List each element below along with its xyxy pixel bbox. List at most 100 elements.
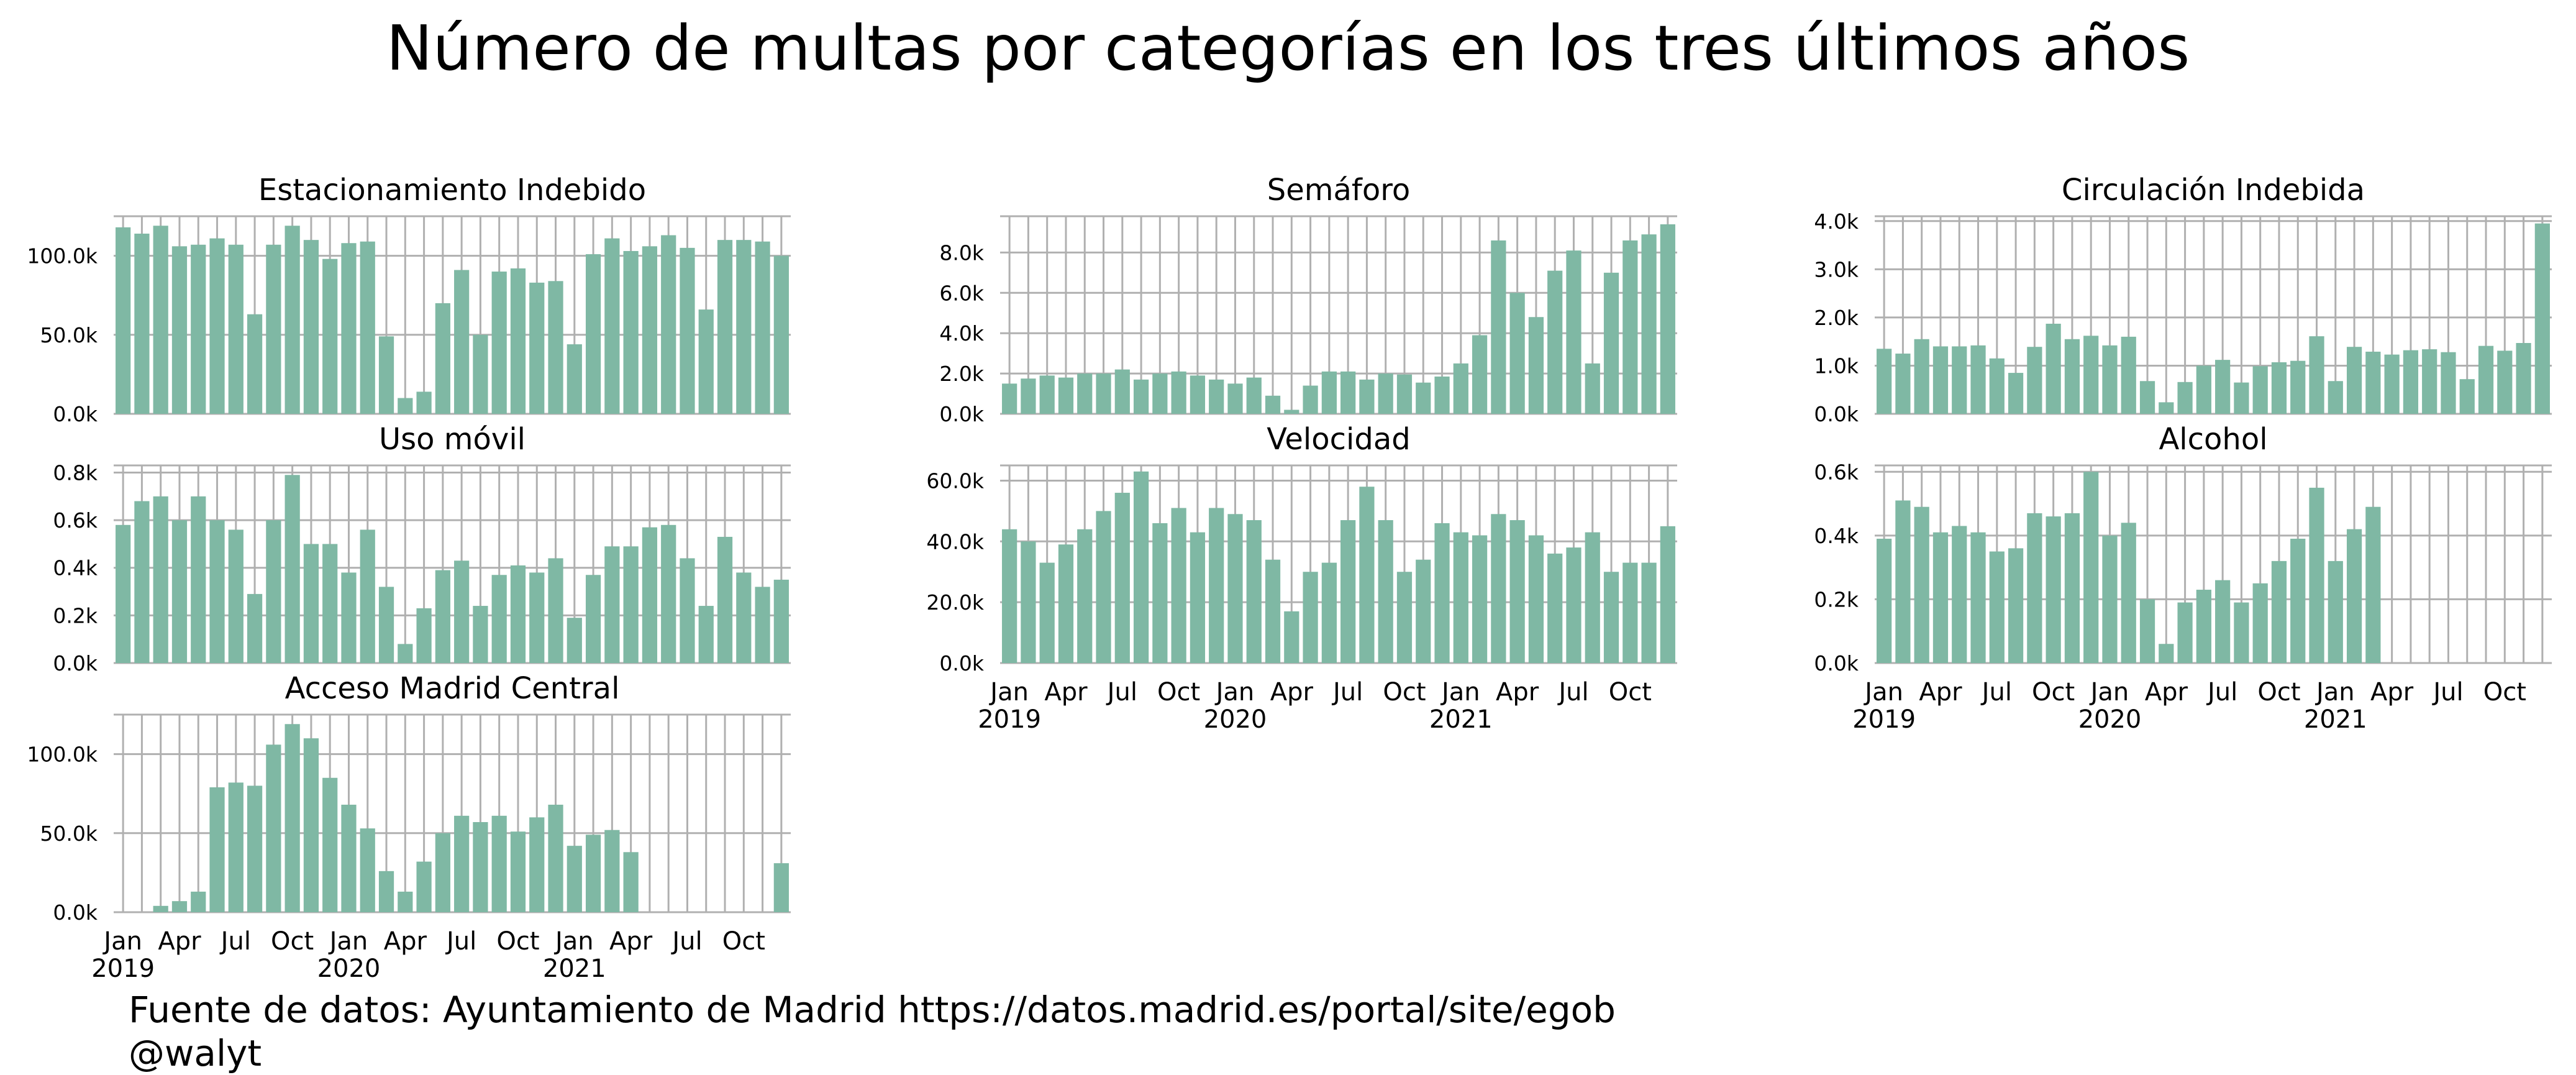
- semaforo-bar: [1227, 383, 1243, 414]
- velocidad-ytick-label: 0.0k: [939, 651, 984, 675]
- footer: Fuente de datos: Ayuntamiento de Madrid …: [129, 988, 1616, 1075]
- semaforo-bar: [1058, 377, 1074, 414]
- velocidad-xtick-label: Jan: [1214, 678, 1255, 707]
- acceso-madrid-central-xtick-label: Jan: [102, 927, 142, 956]
- velocidad-bar: [1039, 562, 1055, 663]
- semaforo-bar: [1434, 376, 1450, 414]
- semaforo-bar: [1340, 371, 1356, 414]
- alcohol-bar: [1932, 532, 1949, 663]
- estacionamiento-indebido-bar: [247, 314, 263, 414]
- estacionamiento-indebido-bar: [717, 240, 733, 414]
- uso-movil-bar: [755, 587, 770, 663]
- estacionamiento-indebido-bar: [266, 244, 281, 414]
- uso-movil-bar: [623, 546, 639, 663]
- velocidad-xtick-label: Jul: [1331, 678, 1363, 707]
- alcohol-xtick-label: Oct: [2257, 678, 2300, 707]
- circulacion-indebida-bar: [2121, 336, 2136, 414]
- estacionamiento-indebido-bar: [585, 254, 601, 414]
- uso-movil-bar: [454, 560, 470, 663]
- semaforo-bar: [1378, 373, 1393, 414]
- semaforo-bar: [1077, 373, 1093, 414]
- alcohol-bar: [2215, 580, 2231, 663]
- velocidad-bar: [1002, 529, 1017, 663]
- velocidad-bar: [1058, 544, 1074, 663]
- semaforo-ytick-label: 0.0k: [939, 402, 984, 426]
- uso-movil-ytick-label: 0.0k: [53, 651, 98, 675]
- uso-movil-bar: [209, 520, 225, 663]
- semaforo-bar: [1265, 395, 1281, 414]
- semaforo-bar: [1472, 335, 1488, 414]
- alcohol-bar: [2139, 599, 2155, 663]
- circulacion-indebida-bar: [1989, 358, 2005, 414]
- alcohol-xtick-label: Jul: [2206, 678, 2237, 707]
- semaforo-bar: [1246, 377, 1262, 414]
- acceso-madrid-central-bar: [773, 863, 789, 912]
- estacionamiento-indebido-bar: [623, 250, 639, 414]
- alcohol-bar: [1877, 538, 1892, 663]
- circulacion-indebida-bar: [1970, 345, 1986, 414]
- circulacion-indebida-bar: [2328, 381, 2343, 414]
- alcohol-bar: [1989, 551, 2005, 663]
- alcohol-ytick-label: 0.2k: [1814, 587, 1859, 611]
- circulacion-indebida-bar: [2196, 365, 2211, 414]
- circulacion-indebida-ytick-label: 4.0k: [1814, 209, 1859, 234]
- acceso-madrid-central-bar: [585, 835, 601, 912]
- acceso-madrid-central-bar: [303, 738, 319, 912]
- estacionamiento-indebido-ytick-label: 0.0k: [53, 402, 98, 426]
- acceso-madrid-central-xtick-label: Jan: [553, 927, 594, 956]
- estacionamiento-indebido-bar: [116, 227, 131, 414]
- estacionamiento-indebido-bar: [228, 244, 243, 414]
- circulacion-indebida-bar: [2441, 352, 2456, 414]
- velocidad-bar: [1547, 553, 1563, 663]
- uso-movil-bar: [585, 575, 601, 663]
- velocidad-bar: [1190, 532, 1206, 663]
- velocidad-bar: [1340, 520, 1356, 663]
- circulacion-indebida-bar: [1914, 339, 1929, 414]
- alcohol-year-label: 2021: [2304, 705, 2367, 734]
- velocidad-xtick-label: Jul: [1106, 678, 1137, 707]
- circulacion-indebida-bar: [1895, 354, 1911, 414]
- circulacion-indebida-bar: [2478, 345, 2494, 414]
- estacionamiento-indebido-bar: [604, 238, 620, 414]
- velocidad-bar: [1585, 532, 1600, 663]
- uso-movil-bar: [341, 572, 357, 663]
- circulacion-indebida-bar: [2346, 347, 2362, 414]
- uso-movil-bar: [360, 529, 375, 663]
- acceso-madrid-central-bar: [228, 782, 243, 912]
- acceso-madrid-central-bar: [322, 777, 338, 912]
- semaforo-bar: [1453, 363, 1468, 414]
- alcohol-xtick-label: Jul: [2431, 678, 2463, 707]
- velocidad-bar: [1378, 520, 1393, 663]
- uso-movil-bar: [435, 570, 450, 663]
- alcohol-bar: [1952, 526, 1967, 663]
- acceso-madrid-central-bar: [378, 871, 394, 912]
- velocidad-bar: [1416, 559, 1431, 663]
- velocidad-bar: [1359, 487, 1375, 663]
- circulacion-indebida-bar: [2027, 347, 2042, 414]
- uso-movil-bar: [510, 565, 526, 663]
- alcohol-bar: [1895, 500, 1911, 663]
- semaforo-bar: [1002, 383, 1017, 414]
- alcohol-bar: [2102, 535, 2118, 663]
- uso-movil-bar: [736, 572, 752, 663]
- acceso-madrid-central-xtick-label: Jan: [328, 927, 368, 956]
- estacionamiento-indebido-bar: [378, 336, 394, 414]
- circulacion-indebida-bar: [2159, 402, 2174, 414]
- alcohol-year-label: 2019: [1852, 705, 1916, 734]
- acceso-madrid-central-year-label: 2019: [91, 954, 155, 983]
- alcohol-bar: [2234, 602, 2249, 663]
- estacionamiento-indebido-bar: [322, 258, 338, 414]
- velocidad-bar: [1453, 532, 1468, 663]
- semaforo-bar: [1133, 379, 1149, 414]
- velocidad-bar: [1509, 520, 1525, 663]
- semaforo-bar: [1528, 317, 1544, 414]
- velocidad-bar: [1209, 508, 1224, 663]
- velocidad-title: Velocidad: [1267, 422, 1410, 457]
- circulacion-indebida-bar: [2234, 382, 2249, 414]
- velocidad-bar: [1434, 523, 1450, 663]
- semaforo-bar: [1547, 270, 1563, 414]
- acceso-madrid-central-bar: [171, 901, 188, 912]
- circulacion-indebida-bar: [2046, 323, 2061, 414]
- acceso-madrid-central-bar: [529, 817, 545, 912]
